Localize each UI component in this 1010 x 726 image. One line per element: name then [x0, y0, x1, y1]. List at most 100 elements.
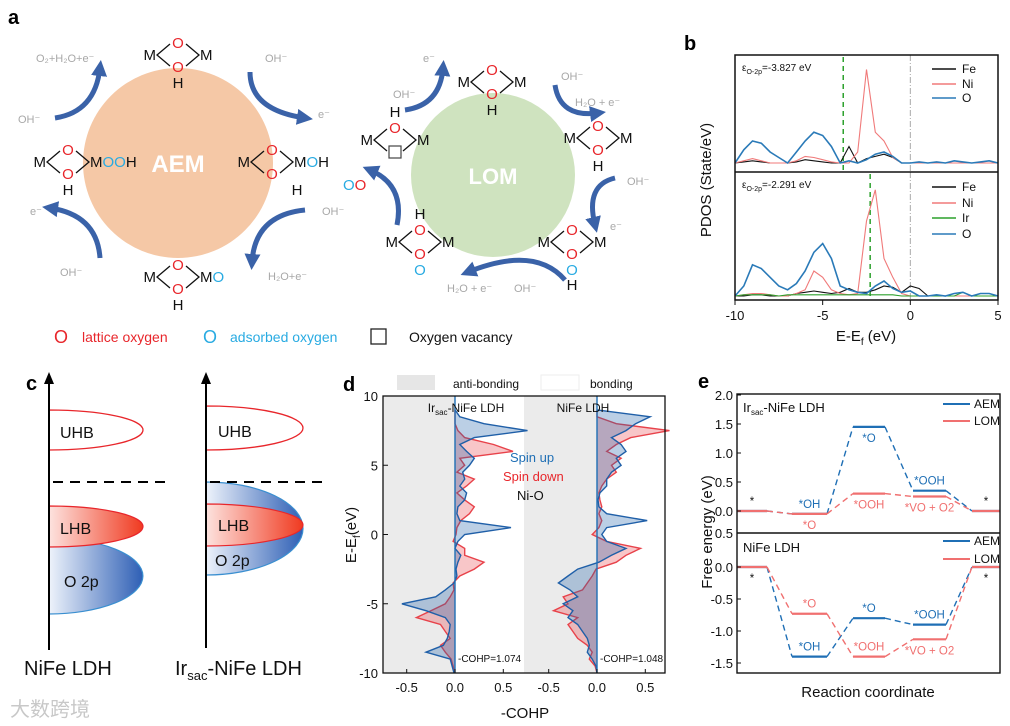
metal-site-label: M: [442, 234, 455, 251]
lhb-label-left: LHB: [60, 521, 91, 538]
intermediate-label: *OOH: [854, 500, 885, 512]
intermediate-label: *VO + O2: [905, 503, 955, 515]
below-atom: H: [173, 75, 184, 92]
metal-label: M: [458, 74, 471, 91]
lattice-oxygen-top: O: [486, 62, 498, 79]
lom-circle: [411, 93, 575, 257]
bonding-legend-swatch: [540, 374, 580, 391]
lhb-label-right: LHB: [218, 518, 249, 535]
intermediate-label: *O: [862, 433, 875, 445]
species-group: MOOMHMOOMOHHMOOMOHMOOMOOHHMOOMHMOOMHMOOM…: [34, 35, 633, 314]
below-atom: H: [292, 182, 303, 199]
panel-d-cohp-chart: d anti-bonding bonding E-Ef(eV) -COHP -C…: [343, 374, 670, 722]
released-o2: OO: [343, 177, 366, 194]
adsorbed-oxygen-symbol: O: [203, 327, 217, 347]
lhb-band-left: [48, 505, 144, 548]
lhb-band-right: [205, 503, 304, 547]
panel-label-e: e: [698, 371, 709, 393]
reaction-label: OH⁻: [322, 206, 345, 218]
curved-arrow-icon: [54, 60, 108, 121]
x-axis-label: E-Ef (eV): [836, 328, 896, 348]
y-tick-label: -0.5: [711, 592, 733, 607]
x-tick-label: 5: [994, 308, 1001, 323]
bond-lines: [45, 150, 91, 174]
metal-label: M: [144, 269, 157, 286]
panel-label-d: d: [343, 374, 355, 396]
reaction-label: OH⁻: [514, 283, 537, 295]
connector-line: [826, 493, 854, 515]
cohp-line-spin-up: [401, 409, 528, 674]
panel-a-legend: O lattice oxygen O adsorbed oxygen Oxyge…: [54, 327, 513, 347]
intermediate-label: *O: [862, 603, 875, 615]
antibonding-region: [524, 396, 597, 673]
subplot-title-irsac: Irsac-NiFe LDH: [428, 401, 504, 417]
legend-label: LOM: [974, 552, 1000, 566]
x-tick-label: -5: [817, 308, 829, 323]
metal-site-label: M: [200, 47, 213, 64]
oxygen-vacancy-label: Oxygen vacancy: [409, 329, 513, 345]
species-motif: MOO MOOH H: [34, 142, 137, 199]
intermediate-label: *VO + O2: [905, 645, 955, 657]
bond-lines: [372, 128, 418, 152]
lattice-oxygen-bottom: O: [592, 142, 604, 159]
metal-site-label: M: [594, 234, 607, 251]
below-atom: O: [414, 262, 426, 279]
irsac-nife-ldh-label: Irsac-NiFe LDH: [175, 658, 302, 683]
metal-site-label: MOH: [294, 154, 329, 171]
above-atom: H: [415, 206, 426, 223]
y-tick-label: 2.0: [715, 388, 733, 403]
x-axis-label: Reaction coordinate: [801, 684, 934, 701]
reaction-label: OH⁻: [627, 176, 650, 188]
metal-label: M: [386, 234, 399, 251]
intermediate-label: *OH: [799, 499, 821, 511]
legend-label: LOM: [974, 414, 1000, 428]
metal-label: M: [361, 132, 374, 149]
lattice-oxygen-top: O: [266, 142, 278, 159]
arrow-up-icon: [201, 372, 211, 384]
connector-line: [945, 495, 973, 512]
cycle-arrows: [42, 60, 616, 282]
legend-label: Fe: [962, 62, 976, 76]
lattice-oxygen-bottom: O: [486, 86, 498, 103]
below-atom: H: [567, 277, 578, 294]
band-center-annotation: εO-2p=-2.291 eV: [742, 180, 812, 193]
connector-line: [766, 566, 793, 615]
metal-label: M: [238, 154, 251, 171]
y-tick-label: 0.0: [715, 560, 733, 575]
subplot-title: NiFe LDH: [743, 540, 800, 555]
metal-site-label: MOOH: [90, 154, 137, 171]
reaction-label: O₂+H₂O+e⁻: [36, 53, 95, 65]
legend-label: Fe: [962, 180, 976, 194]
intermediate-label: *: [750, 573, 755, 585]
connector-line: [884, 492, 914, 498]
bond-lines: [575, 126, 621, 150]
panel-b-pdos-chart: b PDOS (State/eV) E-Ef (eV) FeNiOεO-2p=-…: [684, 33, 1002, 348]
uhb-label-right: UHB: [218, 424, 252, 441]
connector-line: [766, 566, 793, 657]
uhb-band-right: [205, 405, 304, 451]
below-atom: H: [63, 182, 74, 199]
panel-label-c: c: [26, 373, 37, 395]
pdos-series-ni: [734, 69, 998, 164]
antibonding-legend-swatch: [397, 375, 435, 390]
below-atom: H: [173, 297, 184, 314]
aem-title: AEM: [151, 151, 204, 178]
bond-lines: [397, 230, 443, 254]
x-tick-label: -10: [726, 308, 745, 323]
arrow-up-icon: [44, 372, 54, 384]
lattice-oxygen-top: O: [62, 142, 74, 159]
nife-ldh-label: NiFe LDH: [24, 658, 112, 680]
cohp-line-spin-up: [557, 409, 653, 674]
reaction-label: e⁻: [30, 206, 42, 218]
curved-arrow-icon: [460, 257, 567, 282]
y-tick-label: 0.5: [715, 526, 733, 541]
lattice-oxygen-bottom: O: [266, 166, 278, 183]
lattice-oxygen-bottom: O: [566, 246, 578, 263]
bond-lines: [549, 230, 595, 254]
aem-circle: [83, 68, 273, 258]
